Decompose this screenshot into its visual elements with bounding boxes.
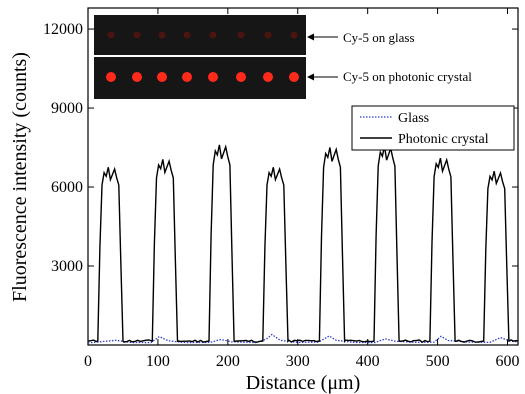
annotation-arrowhead: [307, 73, 314, 81]
x-tick-label: 600: [496, 353, 520, 370]
inset-spot-bright: [157, 72, 167, 82]
inset-spot-dim: [158, 31, 166, 39]
annotation-label-glass: Cy-5 on glass: [343, 30, 415, 45]
inset-spot-dim: [209, 31, 217, 39]
x-tick-label: 300: [286, 353, 310, 370]
x-tick-label: 100: [146, 353, 170, 370]
inset-spot-bright: [106, 72, 116, 82]
inset-spot-dim: [290, 31, 298, 39]
legend-box: [351, 105, 515, 151]
series-line-glass: [87, 333, 519, 344]
inset-spot-bright: [236, 72, 246, 82]
annotation-photonic: Cy-5 on photonic crystal: [307, 69, 472, 84]
legend-label-glass: Glass: [398, 111, 429, 126]
inset-spot-bright: [182, 72, 192, 82]
x-tick-label: 200: [216, 353, 240, 370]
inset-spot-dim: [183, 31, 191, 39]
inset-spot-bright: [263, 72, 273, 82]
legend: Glass Photonic crystal: [351, 105, 515, 151]
y-tick-label: 9000: [51, 100, 83, 117]
inset-spot-bright: [132, 72, 142, 82]
annotation-label-photonic: Cy-5 on photonic crystal: [343, 69, 472, 84]
inset-spot-dim: [237, 31, 245, 39]
inset-row-glass: [107, 31, 298, 39]
x-axis-label: Distance (μm): [246, 372, 361, 394]
inset-spot-dim: [133, 31, 141, 39]
x-tick-label: 400: [356, 353, 380, 370]
y-axis-ticks: 3000 6000 9000 12000: [43, 21, 518, 275]
x-tick-label: 500: [426, 353, 450, 370]
inset-spot-dim: [107, 31, 115, 39]
y-tick-label: 12000: [43, 21, 83, 38]
x-tick-label: 0: [84, 353, 92, 370]
inset-fluorescence-image: [94, 15, 306, 99]
inset-spot-bright: [208, 72, 218, 82]
annotation-glass: Cy-5 on glass: [307, 30, 415, 45]
y-axis-label: Fluorescence intensity (counts): [9, 52, 31, 302]
series-line-photonic-crystal: [87, 144, 519, 344]
y-tick-label: 6000: [51, 179, 83, 196]
plot-area-frame: [87, 7, 519, 346]
legend-label-photonic: Photonic crystal: [398, 132, 489, 147]
inset-spot-bright: [289, 72, 299, 82]
y-tick-label: 3000: [51, 258, 83, 275]
inset-spot-dim: [264, 31, 272, 39]
inset-row-photonic-crystal: [106, 72, 299, 82]
annotation-arrowhead: [307, 33, 314, 41]
